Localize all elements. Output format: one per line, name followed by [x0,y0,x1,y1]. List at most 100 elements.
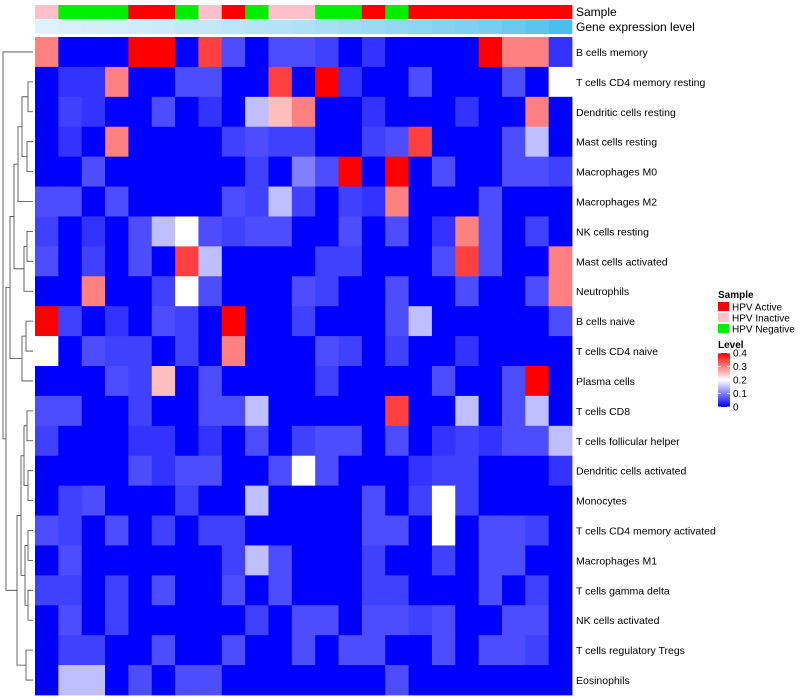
legend-label: HPV Negative [732,325,795,336]
heatmap-cell [245,395,269,427]
heatmap-cell [81,545,106,576]
heatmap-cell [455,66,480,98]
heatmap-cell [175,515,199,546]
heatmap-cell [175,306,199,337]
expression-level-cell [268,20,293,34]
heatmap-cell [175,156,199,187]
heatmap-cell [105,545,129,576]
heatmap-cell [198,425,223,457]
heatmap-cell [198,37,223,68]
dendrogram-link [21,335,33,382]
heatmap-cell [128,37,153,68]
heatmap-cell [128,186,153,217]
expression-level-cell [198,20,223,34]
heatmap-cell [198,276,223,307]
heatmap-cell [315,575,339,606]
heatmap-cell [291,216,316,247]
heatmap-cell [245,425,269,457]
heatmap-cell [431,665,456,696]
heatmap-cell [338,336,363,367]
heatmap-cell [455,665,480,696]
heatmap-cell [501,276,526,307]
heatmap-cell [221,276,246,307]
heatmap-cell [408,485,433,516]
heatmap-cell [431,276,456,307]
heatmap-cell [128,276,153,307]
heatmap-cell [151,635,176,666]
heatmap-cell [245,306,269,337]
heatmap-cell [455,425,480,457]
heatmap-cell [268,246,293,277]
sample-legend-title: Sample [718,290,754,301]
heatmap-cell [361,575,386,606]
heatmap-cell [175,425,199,457]
heatmap-cell [455,545,480,576]
heatmap-cell [385,216,409,247]
heatmap-cell [268,485,293,516]
heatmap-cell [525,605,550,636]
heatmap-cell [455,366,480,397]
sample-class-cell [455,5,480,19]
heatmap-cell [221,515,246,546]
heatmap-cell [175,37,199,68]
heatmap-cell [35,605,59,636]
heatmap-cell [361,96,386,128]
heatmap-cell [361,665,386,696]
heatmap-cell [268,126,293,158]
heatmap-cell [151,665,176,696]
heatmap-cell [105,455,129,487]
level-legend-title: Level [718,340,744,351]
heatmap-cell [361,306,386,337]
heatmap-cell [385,366,409,397]
heatmap-cell [408,156,433,187]
heatmap-cell [128,66,153,98]
heatmap-cell [245,635,269,666]
heatmap-cell [525,665,550,696]
legend-swatch [718,313,729,322]
heatmap-cell [291,575,316,606]
heatmap-cell [455,485,480,516]
dendrogram-link [23,245,33,292]
heatmap-cell [361,156,386,187]
heatmap-cell [35,425,59,457]
heatmap-cell [58,216,83,247]
heatmap-cell [361,545,386,576]
sample-class-cell [548,5,573,19]
heatmap-cell [35,545,59,576]
heatmap-cell [431,156,456,187]
heatmap-cell [128,336,153,367]
heatmap-cell [291,66,316,98]
heatmap-cell [478,96,503,128]
heatmap-cell [525,366,550,397]
heatmap-cell [268,186,293,217]
sample-class-cell [151,5,176,19]
sample-annotation-label: Sample [576,5,617,19]
heatmap-cell [35,515,59,546]
heatmap-cell [81,186,106,217]
heatmap-cell [175,96,199,128]
heatmap-cell [361,37,386,68]
heatmap-cell [151,156,176,187]
heatmap-cell [128,665,153,696]
heatmap-cell [548,605,573,636]
heatmap-cell [245,336,269,367]
heatmap-cell [408,605,433,636]
heatmap-cell [315,635,339,666]
sample-class-cell [338,5,363,19]
heatmap-cell [338,246,363,277]
expression-level-cell [221,20,246,34]
heatmap-cell [408,575,433,606]
heatmap-cell [268,575,293,606]
heatmap-cell [198,575,223,606]
heatmap-cell [151,246,176,277]
heatmap-cell [175,186,199,217]
heatmap-cell [385,246,409,277]
heatmap-cell [501,306,526,337]
heatmap-cell [501,575,526,606]
heatmap-cell [338,216,363,247]
heatmap-cell [221,336,246,367]
heatmap-cell [81,485,106,516]
heatmap-cell [525,126,550,158]
heatmap-cell [478,425,503,457]
heatmap-cell [501,66,526,98]
